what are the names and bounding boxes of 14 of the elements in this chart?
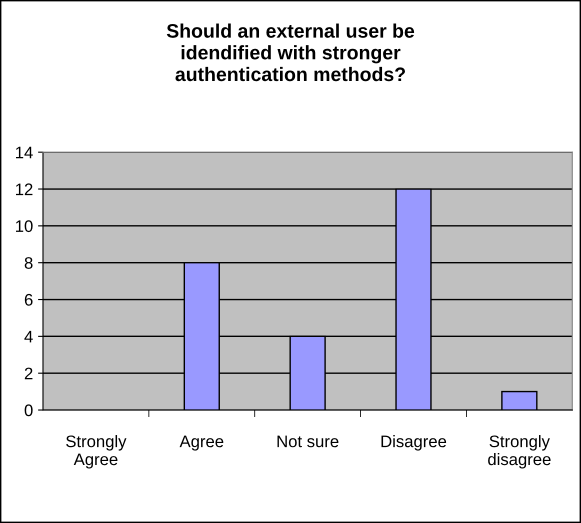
x-tick-label: Agree: [180, 436, 224, 451]
chart-title: Should an external user be idendified with stronger authentication methods?: [166, 24, 414, 82]
y-tick-label: 12: [16, 183, 32, 196]
x-tick-label: Strongly disagree: [488, 435, 551, 469]
y-tick-label: 8: [24, 257, 33, 269]
x-tick-label: Disagree: [382, 435, 446, 451]
y-tick-label: 14: [16, 146, 33, 158]
y-tick-label: 0: [24, 404, 33, 416]
x-tick-label: Not sure: [278, 436, 338, 448]
y-tick-label: 6: [24, 294, 33, 306]
y-tick-label: 4: [24, 330, 33, 342]
x-tick-label: Strongly Agree: [66, 435, 126, 469]
y-tick-label: 10: [16, 220, 33, 232]
y-tick-label: 2: [24, 368, 32, 380]
